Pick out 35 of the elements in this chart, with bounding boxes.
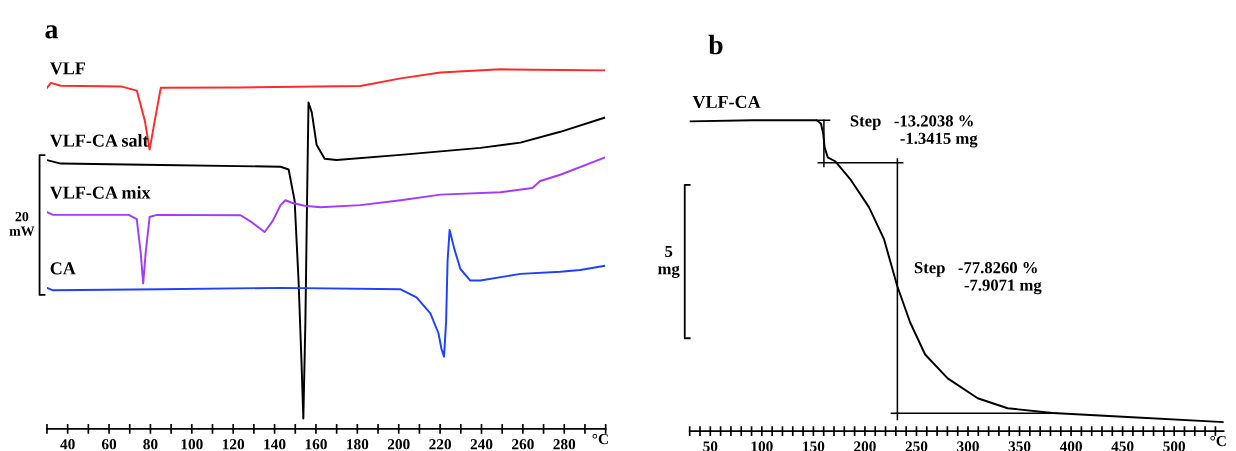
chart-title: b (708, 34, 723, 55)
x-tick-label: 500 (1163, 441, 1186, 451)
series-label: VLF-CA (692, 95, 761, 109)
x-tick-label: 350 (1008, 441, 1031, 451)
text: 5 mg (658, 245, 680, 278)
x-tick-label: 100 (181, 439, 203, 450)
x-axis-title: °C (1210, 435, 1226, 447)
x-tick-label: 450 (1111, 441, 1134, 451)
annotation: Step -13.2038 % -1.3415 mg (850, 115, 978, 148)
x-tick-label: 60 (101, 439, 117, 450)
x-tick-label: 300 (957, 441, 979, 451)
annotation: Step -77.8260 % -7.9071 mg (914, 262, 1042, 295)
x-tick-label: 160 (305, 439, 327, 450)
series-label: CA (50, 262, 76, 275)
x-tick-label: 150 (803, 441, 825, 451)
x-tick-label: 120 (222, 439, 245, 450)
series-label: VLF-CA mix (49, 186, 151, 199)
x-tick-label: 40 (60, 439, 75, 450)
x-tick-label: 180 (347, 439, 369, 450)
x-tick-label: 200 (854, 441, 876, 451)
x-tick-label: 250 (905, 441, 928, 451)
x-tick-label: 200 (387, 439, 410, 450)
x-tick-label: 400 (1059, 441, 1082, 451)
x-tick-label: 280 (553, 439, 576, 450)
series-label: VLF (49, 62, 85, 75)
text: 20 mW (9, 211, 35, 236)
x-tick-label: 50 (703, 441, 718, 451)
x-tick-label: 100 (751, 441, 773, 451)
x-tick-label: 220 (429, 439, 451, 450)
x-tick-label: 80 (143, 439, 158, 450)
x-tick-label: 240 (470, 439, 493, 450)
x-axis-title: °C (592, 433, 608, 445)
chart-title: a (45, 25, 58, 39)
x-tick-label: 140 (264, 439, 286, 450)
x-tick-label: 260 (512, 439, 534, 450)
